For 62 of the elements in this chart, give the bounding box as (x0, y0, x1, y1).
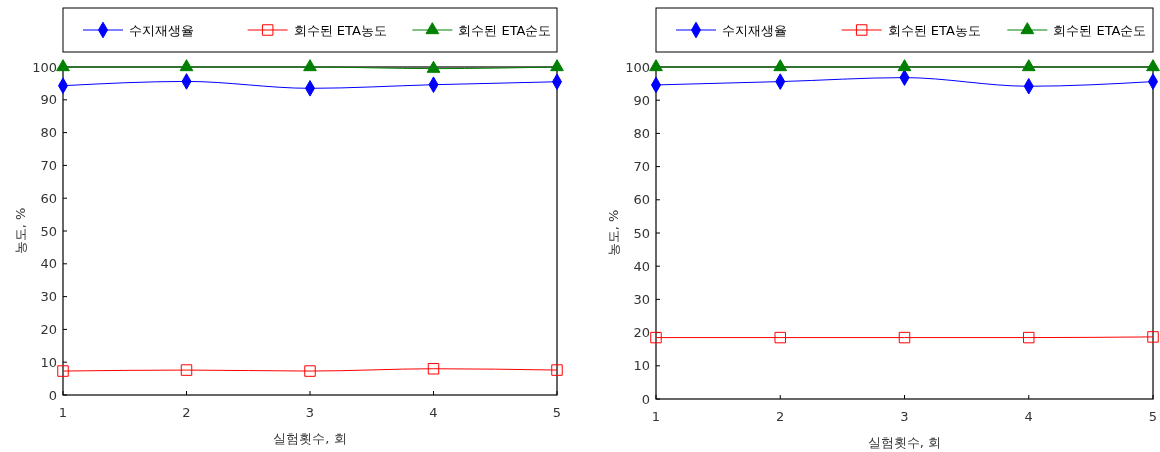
point (303, 59, 317, 72)
point (898, 331, 911, 344)
x-tick-label: 1 (651, 409, 661, 424)
point (1146, 59, 1160, 72)
y-tick-label: 20 (633, 325, 650, 341)
x-tick-label: 1 (58, 405, 68, 420)
y-tick-label: 100 (625, 59, 650, 75)
y-tick-label: 20 (40, 321, 57, 337)
y-tick-label: 80 (633, 125, 650, 141)
y-tick-label: 0 (641, 391, 650, 407)
y-axis-title: 농도, % (606, 209, 621, 257)
point (427, 363, 440, 375)
point (426, 60, 441, 73)
y-tick-label: 70 (40, 157, 57, 173)
y-tick-label: 40 (40, 256, 57, 272)
x-tick-label: 5 (1148, 409, 1158, 424)
y-tick-label: 40 (633, 258, 650, 274)
y-tick-label: 60 (633, 192, 650, 208)
legend-label: 회수된 ETA농도 (887, 22, 981, 38)
y-tick-label: 90 (40, 92, 57, 108)
point (304, 365, 316, 377)
legend-label: 회수된 ETA순도 (458, 22, 552, 38)
point (56, 59, 70, 72)
y-tick-label: 70 (633, 159, 650, 175)
point (1023, 331, 1035, 344)
legend-label: 수지재생율 (722, 22, 787, 38)
x-tick-label: 4 (429, 405, 438, 420)
y-tick-label: 90 (633, 92, 650, 108)
x-tick-label: 3 (900, 409, 909, 424)
point (1021, 59, 1036, 72)
y-tick-label: 50 (633, 225, 650, 241)
x-tick-label: 2 (182, 405, 191, 420)
legend-label: 회수된 ETA순도 (1053, 22, 1147, 38)
y-tick-label: 30 (40, 289, 57, 305)
x-axis-title: 실험횟수, 회 (273, 431, 347, 446)
y-tick-label: 50 (40, 223, 57, 239)
legend-label: 회수된 ETA농도 (293, 22, 387, 38)
x-tick-label: 5 (552, 405, 562, 420)
x-tick-label: 4 (1024, 409, 1033, 424)
legend-label: 수지재생율 (129, 22, 194, 38)
point (650, 331, 662, 344)
point (774, 331, 786, 344)
y-tick-label: 60 (40, 190, 57, 206)
y-tick-label: 80 (40, 125, 57, 141)
point (550, 59, 564, 72)
y-tick-label: 0 (48, 387, 57, 403)
x-axis-title: 실험횟수, 회 (867, 435, 942, 450)
point (179, 59, 194, 72)
x-tick-label: 3 (305, 405, 315, 420)
y-tick-label: 30 (633, 291, 650, 307)
point (649, 59, 663, 72)
y-axis-title: 농도, % (13, 207, 28, 255)
point (180, 364, 193, 376)
y-tick-label: 10 (633, 358, 650, 374)
point (773, 59, 788, 72)
y-tick-label: 10 (40, 354, 57, 370)
point (57, 365, 69, 377)
point (551, 364, 563, 376)
x-tick-label: 2 (776, 409, 785, 424)
point (897, 59, 912, 72)
point (1147, 331, 1159, 343)
y-tick-label: 100 (32, 59, 57, 75)
